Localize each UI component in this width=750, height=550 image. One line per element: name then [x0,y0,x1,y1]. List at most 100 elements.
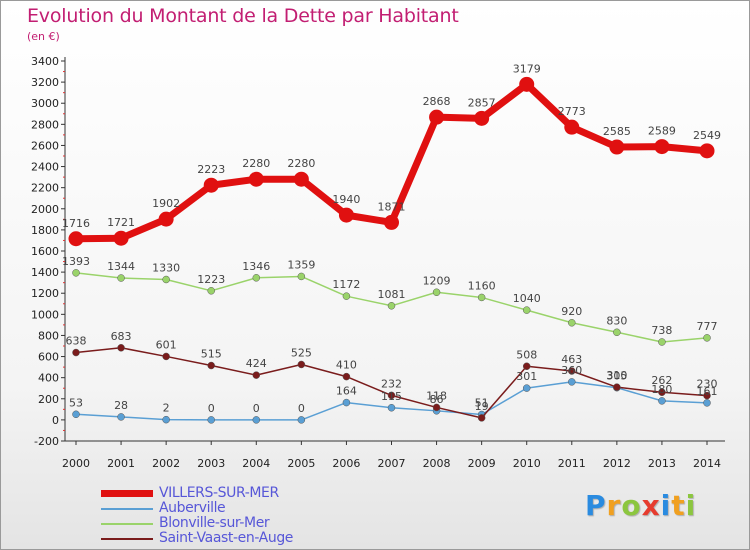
data-label-saint-vaast-en-auge: 683 [111,330,132,343]
data-label-auberville: 86 [430,393,444,406]
x-tick-label: 2009 [468,457,496,470]
data-label-saint-vaast-en-auge: 232 [381,377,402,390]
data-point-villers-sur-mer [654,139,670,155]
y-tick-label: 3200 [31,76,59,89]
data-point-villers-sur-mer [293,171,309,187]
data-label-auberville: 0 [298,402,305,415]
data-point-auberville [522,384,531,392]
data-label-auberville: 305 [606,370,627,383]
y-tick-label: 1600 [31,245,59,258]
data-label-blonville-sur-mer: 1393 [62,255,90,268]
data-point-villers-sur-mer [429,109,445,125]
data-label-auberville: 360 [561,364,582,377]
data-point-saint-vaast-en-auge [522,362,531,371]
data-label-villers-sur-mer: 2223 [197,163,225,176]
data-point-villers-sur-mer [338,207,354,223]
data-point-auberville [207,416,215,424]
data-label-villers-sur-mer: 1902 [152,197,180,210]
data-label-auberville: 53 [69,396,83,409]
data-point-saint-vaast-en-auge [387,391,396,400]
logo-letter: x [641,489,661,522]
data-point-villers-sur-mer [699,143,715,159]
data-label-blonville-sur-mer: 1081 [378,288,406,301]
data-label-villers-sur-mer: 3179 [513,62,541,75]
data-point-villers-sur-mer [474,110,490,126]
data-label-auberville: 161 [697,385,718,398]
x-tick-label: 2010 [513,457,541,470]
data-label-blonville-sur-mer: 777 [697,320,718,333]
y-tick-label: 3000 [31,97,59,110]
y-tick-label: 200 [38,393,59,406]
data-point-blonville-sur-mer [162,275,170,284]
legend-swatch [101,537,153,540]
legend-swatch [101,507,153,510]
x-tick-label: 2006 [332,457,360,470]
data-label-auberville: 28 [114,399,128,412]
data-label-auberville: 0 [253,402,260,415]
data-label-villers-sur-mer: 1716 [62,217,90,230]
data-point-blonville-sur-mer [387,302,396,310]
data-point-saint-vaast-en-auge [568,367,576,375]
y-tick-label: 0 [52,414,59,427]
data-label-saint-vaast-en-auge: 525 [291,346,312,359]
legend-item-blonville-sur-mer: Blonville-sur-Mer [101,516,431,531]
data-label-blonville-sur-mer: 738 [651,324,672,337]
legend: VILLERS-SUR-MER Auberville Blonville-sur-M… [101,486,431,546]
data-point-villers-sur-mer [248,171,264,187]
data-label-blonville-sur-mer: 1359 [287,258,315,271]
y-tick-label: -200 [34,435,59,448]
data-label-blonville-sur-mer: 1172 [332,278,360,291]
x-tick-label: 2013 [648,457,676,470]
data-label-auberville: 0 [208,402,215,415]
legend-item-saint-vaast-en-auge: Saint-Vaast-en-Auge [101,531,431,546]
data-label-blonville-sur-mer: 1344 [107,260,135,273]
legend-label: Blonville-sur-Mer [159,515,270,531]
data-point-blonville-sur-mer [72,269,80,277]
data-point-auberville [342,398,351,407]
y-tick-label: 2400 [31,161,59,174]
data-point-villers-sur-mer [384,214,399,230]
data-label-auberville: 115 [381,390,402,403]
data-point-saint-vaast-en-auge [477,414,486,422]
data-label-saint-vaast-en-auge: 310 [606,369,627,382]
data-point-auberville [72,410,80,419]
data-point-saint-vaast-en-auge [117,344,125,352]
data-point-saint-vaast-en-auge [207,361,215,370]
data-point-blonville-sur-mer [342,292,351,300]
data-point-blonville-sur-mer [117,274,125,282]
data-point-villers-sur-mer [519,76,535,92]
data-point-auberville [117,413,125,421]
data-label-villers-sur-mer: 2549 [693,129,721,142]
data-point-auberville [162,415,170,424]
y-tick-label: 800 [38,329,59,342]
data-label-saint-vaast-en-auge: 515 [201,348,222,361]
data-point-blonville-sur-mer [613,328,621,337]
data-label-villers-sur-mer: 2857 [468,96,496,109]
data-label-villers-sur-mer: 2773 [558,105,586,118]
x-tick-label: 2001 [107,457,135,470]
y-tick-label: 2600 [31,139,59,152]
data-point-villers-sur-mer [158,211,174,227]
chart-subtitle: (en €) [27,30,60,43]
data-label-saint-vaast-en-auge: 508 [516,348,537,361]
data-label-auberville: 180 [651,383,672,396]
data-point-villers-sur-mer [113,230,129,246]
y-tick-label: 1000 [31,308,59,321]
x-tick-label: 2011 [558,457,586,470]
legend-item-auberville: Auberville [101,501,431,516]
data-point-blonville-sur-mer [568,319,576,327]
data-label-auberville: 2 [163,402,170,415]
data-label-blonville-sur-mer: 1330 [152,262,180,275]
data-label-villers-sur-mer: 1940 [332,193,360,206]
data-point-villers-sur-mer [203,177,219,193]
data-point-saint-vaast-en-auge [297,360,306,369]
proxiti-logo: Proxiti [585,489,696,522]
data-point-blonville-sur-mer [297,272,306,281]
y-tick-label: 1800 [31,224,59,237]
data-label-blonville-sur-mer: 1040 [513,292,541,305]
legend-label: VILLERS-SUR-MER [159,485,279,501]
data-point-blonville-sur-mer [477,293,486,302]
data-point-blonville-sur-mer [522,306,531,314]
x-tick-label: 2002 [152,457,180,470]
data-label-saint-vaast-en-auge: 424 [246,357,267,370]
